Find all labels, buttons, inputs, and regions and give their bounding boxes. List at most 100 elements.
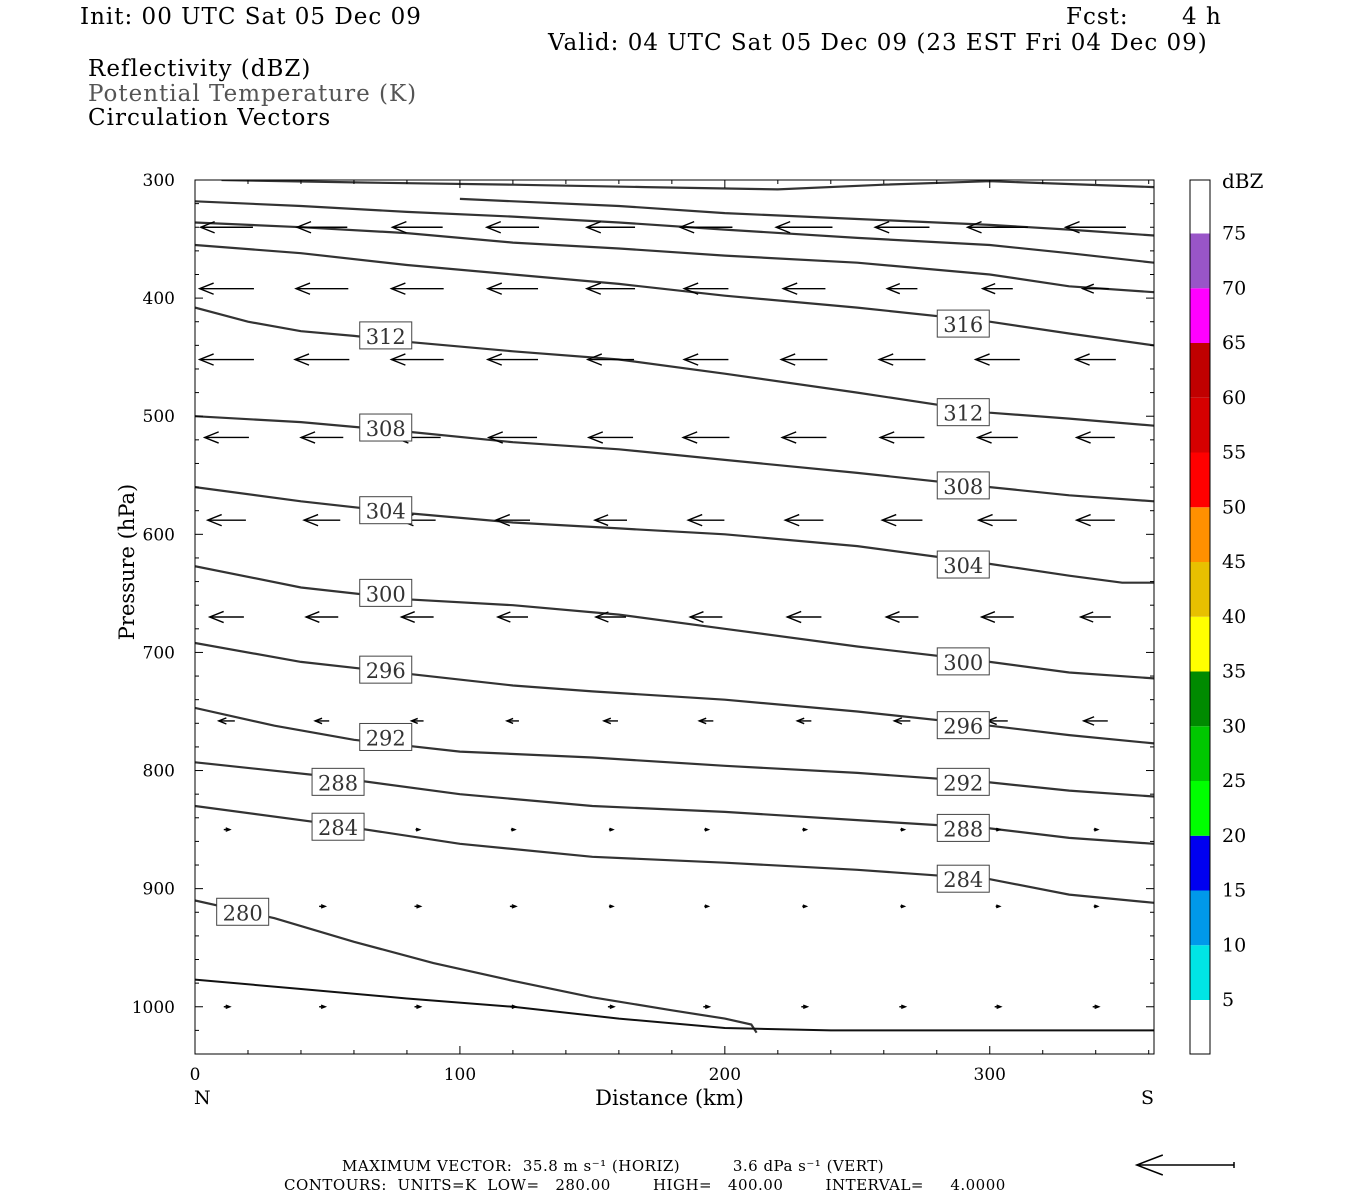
reference-vector-head: [1134, 1154, 1164, 1176]
colorbar-level-label: 70: [1222, 277, 1246, 299]
wind-vector: [198, 220, 253, 234]
contour-label-text: 296: [366, 659, 406, 683]
wind-vector: [979, 611, 1014, 623]
wind-vector: [994, 1004, 1003, 1010]
wind-vector: [877, 353, 926, 366]
wind-vector: [976, 513, 1017, 527]
contour-label-box: [359, 413, 413, 442]
contour-label-300: 300: [359, 578, 413, 607]
contour-label-box: [359, 578, 413, 607]
wind-vector: [980, 282, 1013, 295]
wind-vector: [985, 716, 1008, 726]
wind-vector: [884, 611, 919, 623]
contour-label-292: 292: [359, 722, 413, 751]
wind-vector: [785, 610, 822, 624]
valid-time: Valid: 04 UTC Sat 05 Dec 09 (23 EST Fri …: [548, 30, 1208, 56]
wind-vector: [584, 282, 636, 295]
wind-vector: [415, 827, 422, 832]
forecast-label: Fcst:: [1066, 4, 1129, 30]
contour-292: [195, 706, 1154, 798]
wind-vector: [486, 431, 538, 444]
wind-vector: [1093, 827, 1100, 832]
wind-vector: [205, 513, 246, 527]
contour-label-text: 284: [943, 868, 983, 892]
colorbar-level-label: 20: [1222, 825, 1246, 847]
contour-label-text: 304: [366, 500, 406, 524]
contour-label-box: [311, 812, 365, 841]
wind-vector: [484, 220, 540, 234]
colorbar-level-label: 35: [1222, 661, 1246, 683]
wind-vector: [592, 514, 628, 527]
wind-vector: [795, 717, 812, 725]
wind-vector: [678, 220, 733, 234]
colorbar-swatch: [1190, 343, 1210, 398]
wind-vector: [509, 1004, 518, 1010]
wind-vector: [202, 431, 249, 444]
wind-vector: [389, 353, 444, 366]
wind-vector: [304, 611, 339, 623]
contour-label-box: [936, 309, 990, 338]
wind-vector: [608, 827, 615, 832]
contour-surface: [195, 978, 1154, 1032]
wind-vector: [780, 431, 827, 444]
wind-vector: [682, 353, 729, 366]
wind-vector: [783, 513, 824, 527]
plot-frame: [194, 179, 1155, 1055]
contour-label-288: 288: [311, 767, 365, 796]
wind-vector: [973, 353, 1020, 366]
contour-label-text: 296: [943, 715, 983, 739]
y-axis-label: Pressure (hPa): [115, 484, 139, 640]
contour-304: [195, 486, 1154, 584]
y-tick-label: 400: [143, 289, 175, 309]
contour-label-box: [936, 711, 990, 740]
contour-328: [459, 197, 1154, 237]
wind-vector: [293, 353, 350, 366]
wind-vector: [995, 827, 1002, 832]
contour-308: [195, 415, 1154, 503]
contour-label-text: 300: [366, 582, 406, 606]
colorbar-level-label: 65: [1222, 332, 1246, 354]
colorbar-swatch: [1190, 397, 1210, 453]
wind-vector: [781, 282, 826, 295]
contour-label-text: 284: [318, 816, 358, 840]
wind-vector: [688, 611, 723, 623]
wind-vector: [965, 220, 1028, 234]
contour-label-box: [936, 471, 990, 500]
contour-332: [221, 180, 1154, 191]
wind-vector: [223, 1004, 232, 1010]
contour-label-304: 304: [359, 496, 413, 525]
colorbar: 5 10 15 20 25 30 35 40 45 50 55 60 65 70 75: [1189, 179, 1246, 1055]
colorbar-level-label: 40: [1222, 606, 1246, 628]
north-label: N: [194, 1087, 211, 1109]
colorbar-level-label: 5: [1222, 989, 1234, 1011]
colorbar-swatch: [1190, 890, 1210, 946]
wind-vector: [1074, 431, 1115, 444]
wind-vector: [704, 904, 711, 909]
field-circulation-vectors: Circulation Vectors: [88, 105, 332, 131]
wind-vector: [686, 513, 725, 527]
contour-label-box: [936, 864, 990, 893]
wind-vector: [774, 220, 833, 234]
contour-280: [195, 899, 758, 1034]
contour-label-296: 296: [359, 655, 413, 684]
y-tick-label: 900: [143, 880, 175, 900]
contour-label-box: [359, 321, 413, 350]
wind-vector: [414, 1004, 423, 1010]
contour-label-288: 288: [936, 813, 990, 842]
wind-vector: [207, 610, 244, 624]
x-tick-label: 100: [444, 1065, 476, 1085]
wind-vector: [704, 827, 711, 832]
contour-label-text: 312: [943, 402, 983, 426]
contour-label-box: [936, 813, 990, 842]
reference-vector: [1134, 1154, 1235, 1176]
wind-vector: [389, 282, 444, 295]
colorbar-swatch: [1190, 781, 1210, 836]
forecast-hour: 4 h: [1182, 4, 1222, 30]
wind-vector: [900, 827, 907, 832]
colorbar-swatch: [1190, 616, 1210, 672]
colorbar-frame: [1189, 179, 1211, 1055]
wind-vector: [313, 717, 330, 725]
wind-vector: [899, 1004, 908, 1010]
contour-288: [195, 761, 1154, 845]
